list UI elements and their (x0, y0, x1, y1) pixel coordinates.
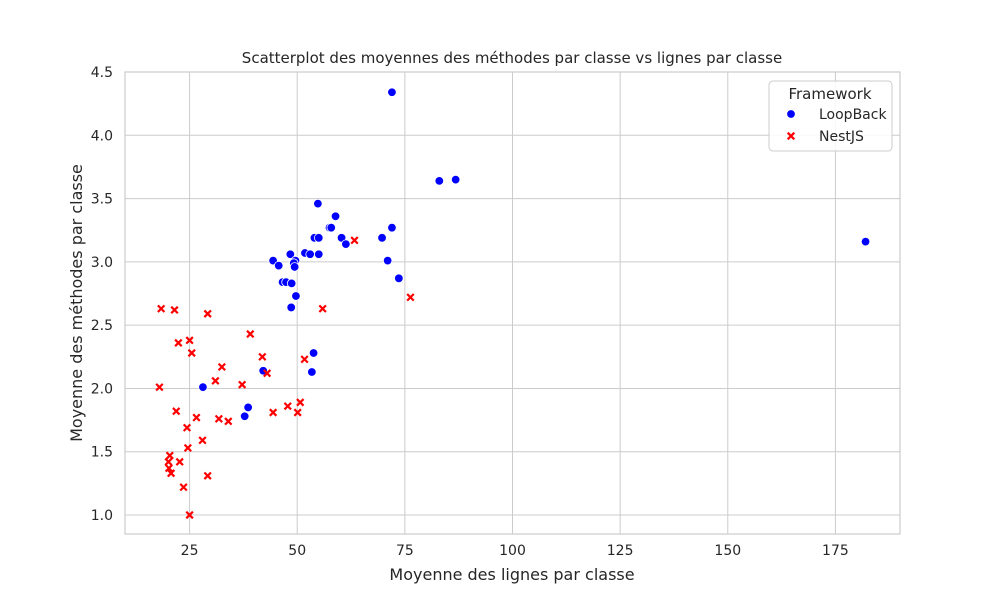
data-point-circle (243, 402, 253, 413)
data-point-x (174, 338, 183, 347)
x-tick-label: 100 (499, 543, 526, 559)
data-point-circle (330, 211, 341, 221)
legend-label: LoopBack (819, 107, 887, 123)
data-point-circle (307, 367, 317, 377)
data-point-x (214, 414, 223, 423)
data-point-x (217, 362, 226, 371)
chart-title: Scatterplot des moyennes des méthodes pa… (242, 49, 782, 67)
series-loopback (198, 87, 871, 421)
data-point-x (211, 376, 220, 385)
data-point-circle (382, 255, 393, 266)
data-point-x (166, 469, 176, 478)
data-point-x (164, 464, 173, 473)
y-tick-label: 4.0 (91, 128, 113, 144)
x-tick-label: 25 (181, 543, 199, 559)
data-point-x (283, 402, 292, 411)
data-point-x (187, 348, 196, 358)
data-point-x (170, 305, 179, 315)
x-tick-labels: 25 50 75 100 125 150 175 (181, 543, 849, 559)
data-point-x (258, 352, 267, 361)
data-point-x (224, 417, 233, 426)
data-point-x (296, 398, 305, 407)
x-tick-label: 75 (396, 543, 414, 559)
data-point-x (203, 309, 212, 318)
y-tick-label: 1.0 (91, 508, 113, 524)
data-point-circle (326, 222, 336, 233)
data-point-circle (394, 273, 404, 284)
legend-marker (786, 109, 796, 119)
y-tick-label: 2.0 (91, 381, 113, 397)
legend: Framework LoopBack NestJS (768, 80, 893, 152)
data-point-x (155, 383, 164, 392)
y-axis-label: Moyenne des méthodes par classe (67, 164, 86, 442)
data-point-x (179, 483, 188, 492)
y-tick-labels: 1.0 1.5 2.0 2.5 3.0 3.5 4.0 4.5 (91, 65, 113, 524)
legend-item-loopback: LoopBack (786, 107, 887, 123)
legend-item-nestjs: NestJS (786, 129, 864, 145)
data-point-circle (450, 174, 461, 185)
data-point-x (192, 413, 201, 422)
plot-frame (124, 71, 901, 535)
data-point-circle (286, 302, 296, 313)
y-tick-label: 3.0 (91, 255, 113, 271)
data-point-circle (308, 348, 319, 358)
data-point-circle (291, 291, 301, 301)
data-point-circle (305, 249, 315, 259)
legend-title: Framework (788, 85, 871, 103)
data-point-circle (434, 176, 445, 186)
data-point-x (182, 423, 192, 432)
data-point-circle (239, 411, 250, 421)
data-point-circle (314, 233, 324, 243)
data-point-circle (860, 236, 871, 247)
data-point-x (238, 380, 247, 389)
data-point-circle (274, 260, 284, 271)
data-point-x (164, 457, 173, 466)
data-point-circle (336, 233, 347, 243)
data-point-x (246, 329, 255, 339)
data-point-x (185, 336, 194, 345)
data-point-x (350, 236, 359, 245)
data-point-x (318, 304, 327, 313)
data-point-circle (341, 239, 351, 249)
data-point-circle (314, 249, 324, 259)
data-point-x (172, 407, 181, 416)
x-tick-label: 150 (714, 543, 741, 559)
y-tick-label: 3.5 (91, 192, 113, 208)
x-tick-label: 50 (288, 543, 306, 559)
legend-marker (786, 131, 796, 141)
x-axis-label: Moyenne des lignes par classe (389, 565, 634, 584)
x-tick-label: 125 (607, 543, 634, 559)
data-point-x (406, 293, 415, 302)
data-point-x (183, 443, 192, 453)
data-point-x (293, 408, 302, 417)
data-point-circle (198, 382, 208, 392)
x-tick-label: 175 (822, 543, 849, 559)
data-point-circle (285, 249, 296, 259)
y-tick-label: 1.5 (91, 445, 113, 461)
legend-label: NestJS (819, 129, 864, 145)
legend-items: LoopBack NestJS (786, 107, 887, 145)
data-point-circle (387, 87, 397, 97)
y-tick-label: 2.5 (91, 318, 113, 334)
data-point-x (175, 457, 184, 466)
data-point-x (203, 471, 212, 480)
data-point-x (185, 510, 194, 520)
data-point-x (300, 355, 309, 364)
data-points (155, 87, 871, 520)
legend-box (768, 80, 893, 152)
data-point-circle (313, 198, 323, 209)
data-point-x (165, 451, 174, 460)
series-nestjs (155, 236, 415, 520)
data-point-circle (377, 233, 387, 243)
data-point-circle (286, 278, 297, 289)
data-point-x (263, 369, 272, 378)
y-tick-label: 4.5 (91, 65, 113, 81)
data-point-circle (387, 222, 397, 233)
data-point-circle (289, 262, 300, 272)
data-point-x (198, 436, 207, 445)
data-point-x (157, 304, 166, 313)
data-point-x (269, 408, 278, 417)
